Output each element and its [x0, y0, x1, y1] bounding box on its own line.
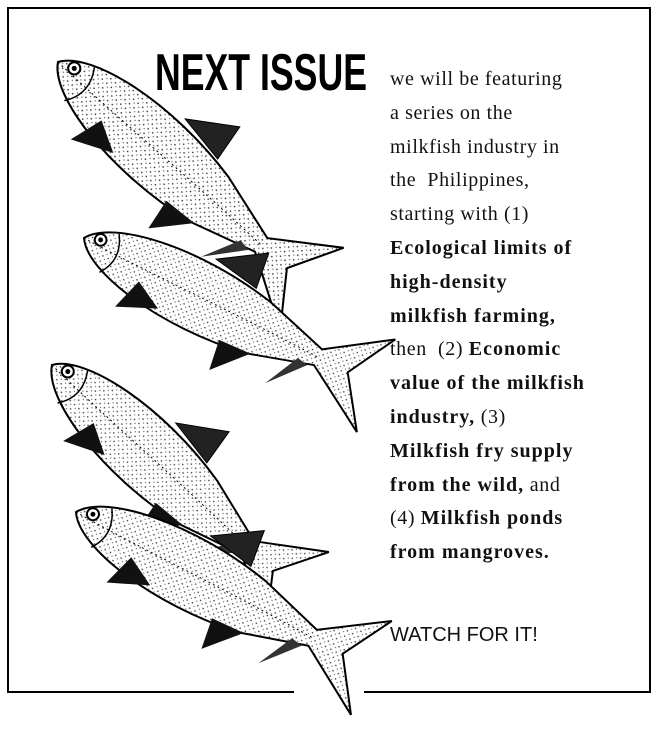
text-run: milkfish farming, [390, 305, 556, 327]
text-line: then (2) Economic [390, 333, 652, 367]
text-line: Ecological limits of [390, 232, 652, 266]
text-line: from the wild, and [390, 469, 652, 503]
text-run: the Philippines, [390, 169, 530, 191]
text-run: value of the milkfish [390, 372, 585, 394]
text-run: (3) [475, 406, 506, 428]
text-line: milkfish farming, [390, 300, 652, 334]
text-run: high-density [390, 271, 508, 293]
text-line: Milkfish fry supply [390, 435, 652, 469]
text-line: from mangroves. [390, 536, 652, 570]
text-run: starting with (1) [390, 203, 529, 225]
text-run: we will be featuring [390, 68, 563, 90]
text-run: from mangroves. [390, 541, 550, 563]
text-run: and [524, 474, 560, 496]
text-run: Economic [469, 338, 561, 360]
text-run: a series on the [390, 102, 513, 124]
body-text: we will be featuring a series on the mil… [390, 63, 652, 570]
frame-gap [294, 686, 364, 698]
text-line: a series on the [390, 97, 652, 131]
text-run: from the wild, [390, 474, 524, 496]
text-run: (4) [390, 507, 421, 529]
text-line: value of the milkfish [390, 367, 652, 401]
text-run: industry, [390, 406, 475, 428]
text-run: then (2) [390, 338, 469, 360]
text-run: Ecological limits of [390, 237, 572, 259]
fish [47, 448, 408, 725]
page: NEXT ISSUE we will be featuring a series… [0, 0, 658, 736]
callout: WATCH FOR IT! [390, 624, 538, 647]
text-line: milkfish industry in [390, 131, 652, 165]
text-line: starting with (1) [390, 198, 652, 232]
text-line: the Philippines, [390, 164, 652, 198]
text-run: Milkfish fry supply [390, 440, 573, 462]
text-line: (4) Milkfish ponds [390, 502, 652, 536]
text-line: high-density [390, 266, 652, 300]
text-line: we will be featuring [390, 63, 652, 97]
text-run: milkfish industry in [390, 136, 560, 158]
text-run: Milkfish ponds [421, 507, 563, 529]
text-line: industry, (3) [390, 401, 652, 435]
title: NEXT ISSUE [155, 44, 367, 102]
